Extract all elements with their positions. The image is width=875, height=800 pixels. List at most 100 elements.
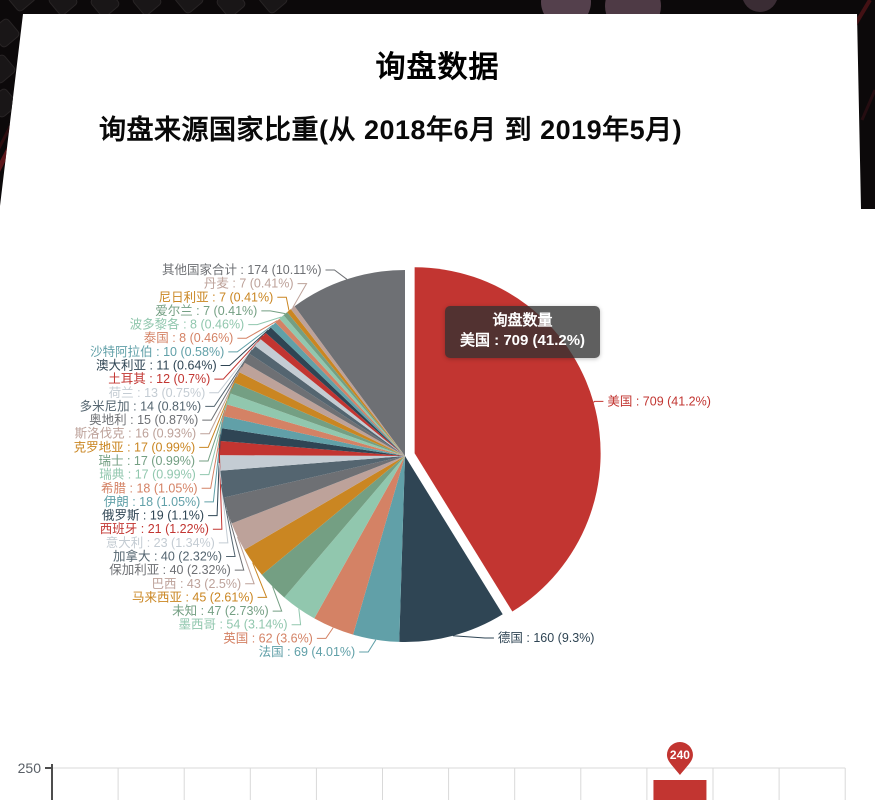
pie-label: 多米尼加 : 14 (0.81%) [80, 399, 202, 413]
pie-label: 未知 : 47 (2.73%) [172, 604, 269, 618]
pie-slice[interactable] [283, 312, 405, 456]
pie-label: 斯洛伐克 : 16 (0.93%) [75, 426, 197, 441]
pie-label-line [220, 329, 269, 366]
pie-slice[interactable] [219, 456, 405, 498]
pie-label-line [248, 316, 282, 326]
pie-label: 法国 : 69 (4.01%) [259, 645, 356, 659]
bar-chart[interactable]: 250 240 [0, 722, 875, 800]
pie-label-line [237, 320, 278, 339]
pie-label: 瑞典 : 17 (0.99%) [99, 468, 196, 482]
dark-backdrop [0, 0, 875, 209]
red-streak [0, 95, 28, 151]
pie-label: 希腊 : 18 (1.05%) [101, 480, 198, 495]
pie-label: 墨西哥 : 54 (3.14%) [179, 618, 288, 632]
pie-slice[interactable] [261, 456, 405, 598]
pie-label-line [226, 510, 245, 571]
pie-slice[interactable] [219, 428, 405, 456]
pie-slice[interactable] [231, 456, 405, 550]
pie-label: 德国 : 160 (9.3%) [498, 630, 595, 645]
red-streak [0, 106, 33, 180]
pie-label-line [214, 335, 264, 380]
red-streak [844, 0, 872, 42]
pie-label-line [325, 269, 348, 280]
pie-label: 保加利亚 : 40 (2.32%) [109, 563, 231, 577]
pie-label: 巴西 : 43 (2.5%) [152, 577, 242, 591]
purple-dot [541, 0, 591, 27]
pie-label: 爱尔兰 : 7 (0.41%) [155, 303, 257, 318]
pie-label: 波多黎各 : 8 (0.46%) [130, 317, 245, 332]
pie-label: 意大利 : 23 (1.34%) [106, 535, 215, 550]
pie-label-line [209, 342, 258, 394]
pie-slice[interactable] [223, 404, 405, 456]
pie-slice[interactable] [249, 346, 405, 456]
pie-label-line [291, 608, 302, 626]
pie-slice[interactable] [270, 322, 405, 456]
pie-slice[interactable] [244, 456, 405, 575]
pie-label: 西班牙 : 21 (1.22%) [100, 522, 209, 536]
pie-label-line [593, 400, 604, 403]
y-axis-tick-label: 250 [18, 760, 42, 776]
pie-slice[interactable] [314, 456, 405, 635]
pie-chart-title: 询盘来源国家比重(从 2018年6月 到 2019年5月) [99, 115, 683, 145]
pie-label: 美国 : 709 (41.2%) [607, 394, 711, 408]
pie-label: 泰国 : 8 (0.46%) [144, 331, 234, 345]
pie-label-line [292, 283, 308, 308]
purple-dot [605, 0, 661, 34]
pie-label-line [252, 562, 268, 598]
pie-label: 荷兰 : 13 (0.75%) [109, 386, 206, 400]
pie-slice[interactable] [399, 456, 503, 642]
pie-slice[interactable] [244, 353, 405, 456]
pie-chart[interactable]: 其他国家合计 : 174 (10.11%)丹麦 : 7 (0.41%)尼日利亚 … [0, 230, 875, 690]
pie-label-line [261, 310, 286, 315]
tooltip: 询盘数量 美国 : 709 (41.2%) [445, 306, 601, 358]
pie-slice[interactable] [294, 270, 405, 456]
pie-slice[interactable] [265, 327, 405, 456]
pie-label: 奥地利 : 15 (0.87%) [89, 413, 198, 427]
pie-label: 丹麦 : 7 (0.41%) [204, 277, 294, 291]
pie-slice[interactable] [287, 309, 405, 456]
pie-slice[interactable] [234, 372, 405, 456]
pie-label-line [277, 296, 290, 311]
tooltip-value: 美国 : 709 (41.2%) [460, 332, 586, 349]
pie-label-line [220, 484, 236, 557]
pie-slice[interactable] [221, 416, 405, 456]
pie-label: 伊朗 : 18 (1.05%) [104, 495, 201, 509]
red-streak [860, 89, 875, 121]
pie-label: 马来西亚 : 45 (2.61%) [132, 590, 254, 604]
pie-slice[interactable] [279, 315, 405, 456]
purple-dot [742, 0, 778, 12]
background-photo-decor [0, 0, 875, 209]
pie-slice[interactable] [239, 362, 405, 456]
pie-label: 其他国家合计 : 174 (10.11%) [162, 262, 322, 277]
pie-label-line [200, 366, 242, 435]
pie-slice[interactable] [290, 306, 405, 456]
marker-pin [666, 742, 693, 775]
pie-label-line [359, 639, 377, 653]
pie-slice[interactable] [226, 393, 405, 456]
pie-slice[interactable] [223, 456, 405, 524]
pie-slice[interactable] [353, 456, 405, 642]
tooltip-series-name: 询盘数量 [492, 312, 553, 329]
pie-label: 加拿大 : 40 (2.32%) [113, 549, 222, 564]
pie-label: 瑞士 : 17 (0.99%) [98, 454, 195, 468]
pie-slice[interactable] [254, 339, 405, 456]
pie-label-line [452, 635, 494, 639]
bar-column[interactable] [653, 780, 707, 800]
pie-label: 澳大利亚 : 11 (0.64%) [96, 359, 217, 373]
pie-label-line [237, 536, 255, 585]
pie-label: 英国 : 62 (3.6%) [223, 631, 313, 645]
pie-label: 尼日利亚 : 7 (0.41%) [159, 290, 274, 304]
pie-label-line [205, 349, 253, 407]
pie-slice[interactable] [260, 332, 405, 456]
pie-slice[interactable] [229, 382, 405, 456]
pie-slice[interactable] [284, 456, 405, 619]
pie-slice[interactable] [275, 318, 405, 456]
pie-label-line [202, 357, 248, 421]
pie-label-line [272, 586, 283, 612]
pie-label: 俄罗斯 : 19 (1.1%) [102, 509, 204, 523]
pie-slice[interactable] [219, 440, 405, 456]
pie-label: 土耳其 : 12 (0.7%) [108, 372, 210, 386]
pie-slice[interactable] [219, 455, 405, 471]
pie-label-line [316, 627, 334, 639]
pie-label: 沙特阿拉伯 : 10 (0.58%) [90, 344, 224, 359]
